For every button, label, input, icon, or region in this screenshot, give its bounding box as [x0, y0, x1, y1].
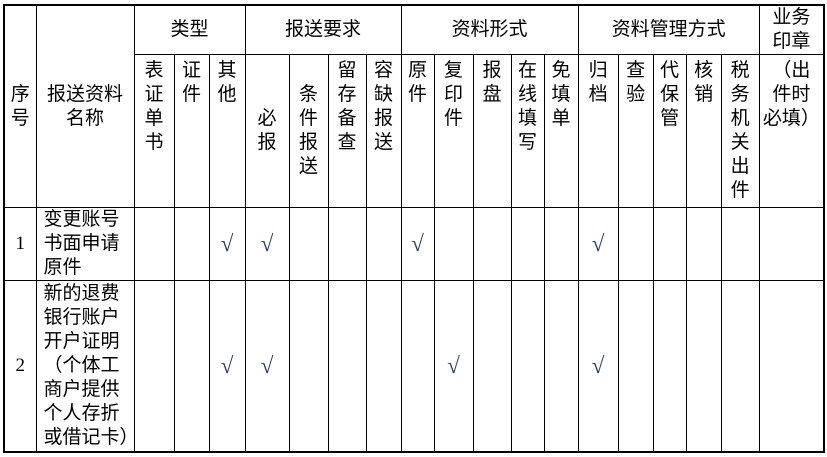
subheader-original: 原件 [400, 54, 435, 208]
check-cell-deficiency-allowed [365, 207, 402, 281]
subheader-seal-note: （出 件时 必填） [758, 54, 825, 208]
subheader-custody: 代保管 [652, 54, 687, 208]
subheader-certificate: 证件 [173, 54, 210, 208]
check-cell-writeoff [685, 207, 722, 281]
check-cell-required: √ [244, 207, 290, 281]
check-cell-conditional [288, 280, 329, 452]
check-cell-inspect [617, 280, 654, 452]
subheader-disk-report: 报盘 [472, 54, 512, 208]
col-header-material-name: 报送资料名称 [35, 4, 135, 208]
row-material-name: 新的退费 银行账户 开户证明 （个体工 商户提供 个人存折 或借记卡） [35, 280, 135, 452]
check-cell-archive: √ [577, 207, 619, 281]
check-cell-certificate [173, 280, 210, 452]
check-cell-writeoff [685, 280, 722, 452]
table-row: 1 变更账号 书面申请 原件 √ √ √ √ [3, 207, 825, 281]
subheader-other: 其他 [208, 54, 246, 208]
check-cell-copy: √ [433, 280, 474, 452]
check-cell-disk-report [472, 280, 512, 452]
check-cell-conditional [288, 207, 329, 281]
check-cell-retain-for-check [327, 280, 367, 452]
check-cell-original [400, 280, 435, 452]
col-header-material-name-label: 报送资料名称 [46, 83, 123, 129]
check-cell-inspect [617, 207, 654, 281]
check-cell-tax-authority-issue [720, 280, 760, 452]
group-header-submission-requirement: 报送要求 [244, 4, 402, 55]
subheader-retain-for-check: 留存备查 [327, 54, 367, 208]
check-cell-form-cert-doc [133, 280, 175, 452]
check-cell-online-fill [510, 280, 545, 452]
row-seq: 1 [3, 207, 37, 281]
row-material-name: 变更账号 书面申请 原件 [35, 207, 135, 281]
col-header-seq: 序号 [3, 4, 37, 208]
check-cell-custody [652, 207, 687, 281]
row-seq: 2 [3, 280, 37, 452]
check-cell-original: √ [400, 207, 435, 281]
group-header-material-form: 资料形式 [400, 4, 579, 55]
check-cell-business-seal [758, 280, 825, 452]
check-cell-retain-for-check [327, 207, 367, 281]
subheader-writeoff: 核销 [685, 54, 722, 208]
check-cell-deficiency-allowed [365, 280, 402, 452]
check-cell-form-free [543, 207, 579, 281]
check-cell-custody [652, 280, 687, 452]
table-row: 2 新的退费 银行账户 开户证明 （个体工 商户提供 个人存折 或借记卡） √ … [3, 280, 825, 452]
check-cell-required: √ [244, 280, 290, 452]
group-header-management-method: 资料管理方式 [577, 4, 760, 55]
subheader-online-fill: 在线填写 [510, 54, 545, 208]
check-cell-certificate [173, 207, 210, 281]
subheader-deficiency-allowed: 容缺报送 [365, 54, 402, 208]
check-cell-other: √ [208, 280, 246, 452]
subheader-archive: 归档 [577, 54, 619, 208]
group-header-business-seal-label: 业务印章 [772, 7, 811, 52]
check-cell-form-cert-doc [133, 207, 175, 281]
subheader-conditional: 条件报送 [288, 54, 329, 208]
check-cell-archive: √ [577, 280, 619, 452]
group-header-type: 类型 [133, 4, 246, 55]
check-cell-online-fill [510, 207, 545, 281]
submission-materials-table: 序号 报送资料名称 类型 报送要求 资料形式 资料管理方式 业务印章 表证单书 … [3, 4, 826, 453]
check-cell-form-free [543, 280, 579, 452]
subheader-form-free: 免填单 [543, 54, 579, 208]
subheader-inspect: 查验 [617, 54, 654, 208]
check-cell-business-seal [758, 207, 825, 281]
col-header-seq-label: 序号 [10, 83, 30, 129]
check-cell-copy [433, 207, 474, 281]
check-cell-other: √ [208, 207, 246, 281]
subheader-copy: 复印件 [433, 54, 474, 208]
check-cell-disk-report [472, 207, 512, 281]
subheader-form-cert-doc: 表证单书 [133, 54, 175, 208]
subheader-required: 必报 [244, 54, 290, 208]
group-header-business-seal: 业务印章 [758, 4, 825, 55]
check-cell-tax-authority-issue [720, 207, 760, 281]
subheader-tax-authority-issue: 税务机关出件 [720, 54, 760, 208]
